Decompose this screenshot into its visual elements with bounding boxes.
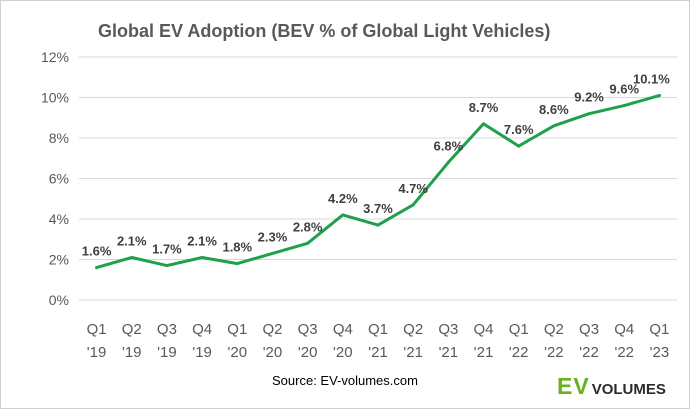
data-label: 9.6% bbox=[609, 82, 639, 97]
x-tick-label-year: '22 bbox=[579, 344, 599, 361]
source-note: Source: EV-volumes.com bbox=[272, 373, 418, 388]
x-tick-label-year: '20 bbox=[333, 344, 353, 361]
ev-volumes-logo: EV VOLUMES bbox=[557, 375, 666, 398]
data-label: 7.6% bbox=[504, 122, 534, 137]
data-point bbox=[622, 104, 626, 108]
data-label: 2.3% bbox=[258, 229, 288, 244]
data-label: 2.1% bbox=[187, 233, 217, 248]
x-tick-label-quarter: Q4 bbox=[192, 321, 212, 338]
data-label: 10.1% bbox=[633, 71, 670, 86]
x-tick-label-year: '21 bbox=[439, 344, 459, 361]
x-tick-label-year: '19 bbox=[122, 344, 142, 361]
data-label: 1.7% bbox=[152, 242, 182, 257]
x-tick-label-quarter: Q3 bbox=[298, 321, 318, 338]
x-tick-label-quarter: Q3 bbox=[438, 321, 458, 338]
x-tick-label-year: '23 bbox=[650, 344, 670, 361]
chart-title: Global EV Adoption (BEV % of Global Ligh… bbox=[98, 21, 551, 41]
y-tick-label: 0% bbox=[49, 292, 69, 308]
x-tick-label-year: '20 bbox=[263, 344, 283, 361]
x-tick-label-quarter: Q3 bbox=[157, 321, 177, 338]
data-point bbox=[411, 203, 415, 207]
data-point bbox=[306, 241, 310, 245]
data-point bbox=[235, 262, 239, 266]
x-tick-label-year: '22 bbox=[509, 344, 529, 361]
x-tick-label-quarter: Q4 bbox=[614, 321, 634, 338]
data-point bbox=[376, 223, 380, 227]
data-point bbox=[657, 93, 661, 97]
data-point bbox=[482, 122, 486, 126]
y-tick-label: 4% bbox=[49, 211, 69, 227]
data-point bbox=[270, 251, 274, 255]
logo-volumes-text: VOLUMES bbox=[591, 381, 666, 398]
data-point bbox=[200, 255, 204, 259]
data-point bbox=[95, 266, 99, 270]
x-tick-label-year: '22 bbox=[614, 344, 634, 361]
x-tick-label-year: '21 bbox=[403, 344, 423, 361]
data-label: 4.2% bbox=[328, 191, 358, 206]
x-tick-label-year: '19 bbox=[192, 344, 212, 361]
data-point bbox=[587, 112, 591, 116]
x-tick-label-year: '21 bbox=[368, 344, 388, 361]
y-tick-label: 10% bbox=[41, 90, 69, 106]
data-point bbox=[552, 124, 556, 128]
x-tick-label-quarter: Q1 bbox=[509, 321, 529, 338]
x-tick-label-year: '19 bbox=[87, 344, 107, 361]
data-label: 8.7% bbox=[469, 100, 499, 115]
data-label: 9.2% bbox=[574, 90, 604, 105]
x-tick-label-year: '20 bbox=[228, 344, 248, 361]
data-point bbox=[130, 255, 134, 259]
x-tick-label-quarter: Q2 bbox=[122, 321, 142, 338]
x-tick-label-quarter: Q4 bbox=[333, 321, 353, 338]
x-tick-label-year: '19 bbox=[157, 344, 177, 361]
x-tick-label-quarter: Q3 bbox=[579, 321, 599, 338]
x-tick-label-year: '20 bbox=[298, 344, 318, 361]
data-point bbox=[165, 264, 169, 268]
x-tick-label-quarter: Q2 bbox=[262, 321, 282, 338]
x-tick-label-quarter: Q1 bbox=[368, 321, 388, 338]
x-tick-label-quarter: Q4 bbox=[474, 321, 494, 338]
x-tick-label-quarter: Q1 bbox=[649, 321, 669, 338]
y-tick-label: 8% bbox=[49, 130, 69, 146]
x-tick-label-quarter: Q1 bbox=[227, 321, 247, 338]
x-tick-label-quarter: Q2 bbox=[403, 321, 423, 338]
data-label: 1.8% bbox=[222, 240, 252, 255]
data-label: 3.7% bbox=[363, 201, 393, 216]
x-tick-label-year: '21 bbox=[474, 344, 494, 361]
data-label: 1.6% bbox=[82, 244, 112, 259]
data-label: 8.6% bbox=[539, 102, 569, 117]
data-label: 2.8% bbox=[293, 219, 323, 234]
data-label: 4.7% bbox=[398, 181, 428, 196]
y-tick-label: 12% bbox=[41, 49, 69, 65]
x-tick-label-quarter: Q1 bbox=[87, 321, 107, 338]
y-tick-label: 6% bbox=[49, 171, 69, 187]
x-tick-label-quarter: Q2 bbox=[544, 321, 564, 338]
data-point bbox=[517, 144, 521, 148]
data-point bbox=[341, 213, 345, 217]
data-point bbox=[446, 160, 450, 164]
data-label: 6.8% bbox=[434, 138, 464, 153]
y-tick-label: 2% bbox=[49, 252, 69, 268]
data-label: 2.1% bbox=[117, 233, 147, 248]
logo-ev-text: EV bbox=[557, 373, 590, 399]
x-tick-label-year: '22 bbox=[544, 344, 564, 361]
